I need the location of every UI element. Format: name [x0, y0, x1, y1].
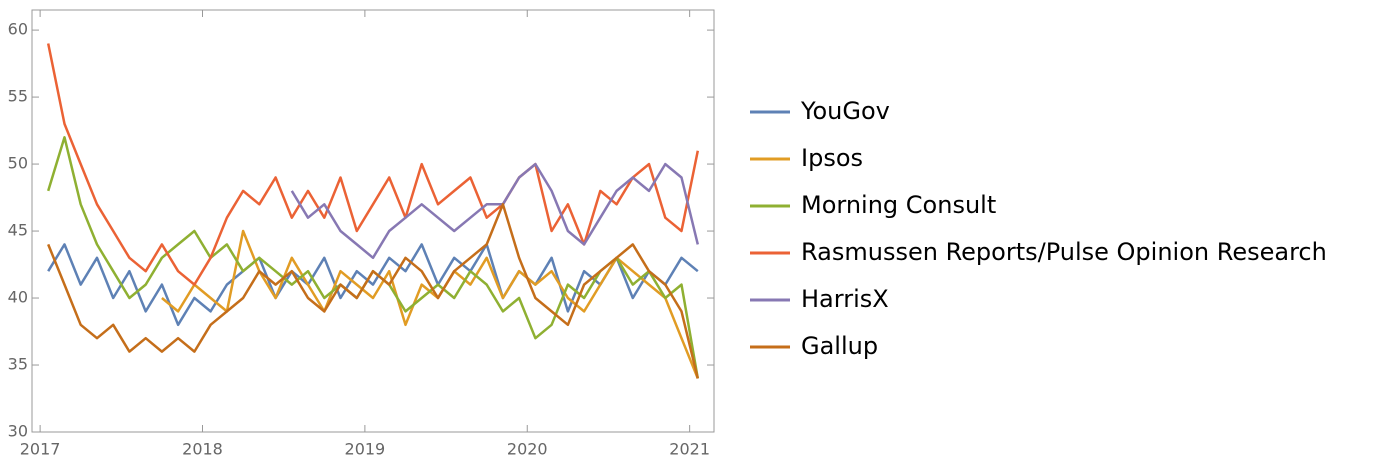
y-tick-label: 40 — [8, 288, 28, 307]
series-line — [47, 203, 700, 379]
y-tick-label: 30 — [8, 422, 28, 441]
legend-label: HarrisX — [801, 285, 889, 313]
legend-label: Ipsos — [801, 144, 863, 172]
legend-label: Rasmussen Reports/Pulse Opinion Research — [801, 238, 1327, 266]
legend-label: Morning Consult — [801, 191, 996, 219]
series-line — [47, 243, 699, 327]
y-tick-label: 50 — [8, 154, 28, 173]
series-line — [161, 229, 699, 379]
y-tick-label: 60 — [8, 20, 28, 39]
x-tick-label: 2019 — [345, 440, 386, 459]
y-tick-label: 35 — [8, 355, 28, 374]
x-tick-label: 2017 — [20, 440, 61, 459]
y-tick-label: 45 — [8, 221, 28, 240]
x-tick-label: 2021 — [669, 440, 710, 459]
series-line — [290, 162, 700, 260]
legend-label: YouGov — [800, 97, 890, 125]
series-line — [46, 43, 700, 286]
y-tick-label: 55 — [8, 87, 28, 106]
legend-label: Gallup — [801, 332, 878, 360]
plot-frame — [31, 9, 715, 433]
x-tick-label: 2020 — [507, 440, 548, 459]
x-tick-label: 2018 — [182, 440, 223, 459]
